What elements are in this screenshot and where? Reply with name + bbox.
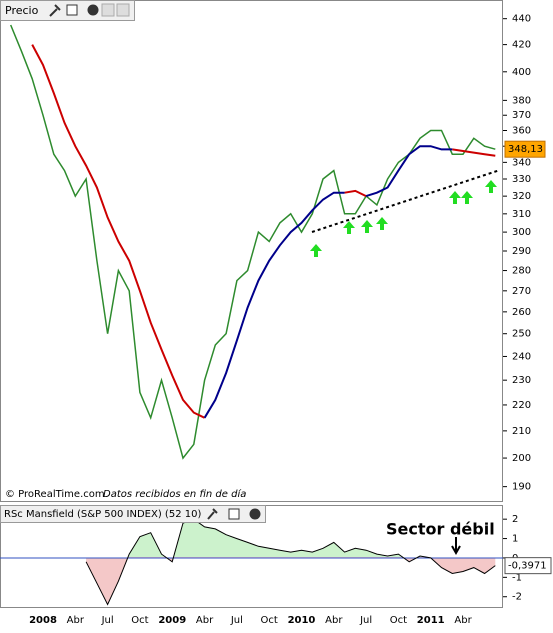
arrow: [461, 191, 473, 204]
y-tick-label: 270: [512, 286, 531, 297]
y-tick-label: 400: [512, 67, 531, 78]
y-tick-label: 210: [512, 426, 531, 437]
moving-average: [203, 145, 453, 419]
y-tick-label: 310: [512, 209, 531, 220]
y-tick-label: 380: [512, 95, 531, 106]
wrench-icon[interactable]: [49, 4, 61, 17]
arrow: [343, 221, 355, 234]
annotation-arrow: [451, 537, 461, 556]
y-tick-label: 360: [512, 126, 531, 137]
rsc-icons[interactable]: [207, 508, 261, 520]
y-tick-label: -1: [512, 572, 522, 583]
y-tick-label: 1: [512, 534, 518, 545]
arrow: [361, 220, 373, 233]
x-tick-label: 2011: [417, 615, 445, 626]
y-tick-label: -2: [512, 592, 522, 603]
price-panel: [0, 0, 503, 502]
x-tick-label: Oct: [261, 615, 278, 626]
y-tick-label: 370: [512, 110, 531, 121]
rsc-title: RSc Mansfield (S&P 500 INDEX) (52 10): [4, 509, 201, 520]
y-tick-label: 330: [512, 174, 531, 185]
rsc-area-above: [128, 519, 426, 557]
support-arrows: [310, 180, 497, 257]
x-tick-label: Abr: [196, 615, 214, 626]
up-icon[interactable]: [101, 3, 115, 17]
x-tick-label: Jul: [359, 615, 372, 626]
y-tick-label: 230: [512, 375, 531, 386]
down-icon[interactable]: [116, 3, 130, 17]
x-tick-label: Oct: [131, 615, 148, 626]
wrench-icon[interactable]: [207, 508, 218, 520]
y-tick-label: 260: [512, 307, 531, 318]
arrow: [310, 244, 322, 257]
trendline: [311, 169, 501, 233]
y-tick-label: 320: [512, 191, 531, 202]
x-tick-label: Jul: [230, 615, 243, 626]
arrow: [485, 180, 497, 193]
y-tick-label: 240: [512, 351, 531, 362]
y-tick-label: 280: [512, 266, 531, 277]
y-tick-label: 200: [512, 453, 531, 464]
y-tick-label: 340: [512, 157, 531, 168]
rsc-line: [85, 518, 496, 606]
y-tick-label: 220: [512, 400, 531, 411]
last-value-label: -0,3971: [508, 561, 547, 572]
y-tick-label: 300: [512, 227, 531, 238]
x-tick-label: Abr: [454, 615, 472, 626]
close-icon[interactable]: [249, 508, 261, 520]
last-value-box: [504, 557, 552, 575]
price-title: Precio: [5, 4, 39, 17]
x-tick-label: 2008: [29, 615, 57, 626]
x-tick-label: Abr: [325, 615, 343, 626]
toolbar-icons[interactable]: [49, 3, 130, 17]
close-icon[interactable]: [87, 4, 99, 16]
x-tick-label: 2010: [288, 615, 316, 626]
rsc-toolbar: [0, 505, 266, 523]
annotation: Sector débil: [386, 520, 495, 539]
window-icon[interactable]: [228, 508, 240, 520]
y-tick-label: 290: [512, 246, 531, 257]
y-tick-label: 250: [512, 329, 531, 340]
last-value-label: 348,13: [508, 144, 543, 155]
data-note: Datos recibidos en fin de día: [103, 488, 246, 500]
x-tick-label: Oct: [390, 615, 407, 626]
arrow: [449, 191, 461, 204]
moving-average: [31, 44, 496, 419]
rsc-area-below: [86, 557, 496, 605]
window-icon[interactable]: [66, 4, 78, 16]
copyright: © ProRealTime.com: [5, 489, 105, 500]
y-tick-label: 420: [512, 40, 531, 51]
y-tick-label: 2: [512, 514, 518, 525]
x-tick-label: Abr: [67, 615, 85, 626]
arrow: [376, 217, 388, 230]
y-tick-label: 190: [512, 482, 531, 493]
x-tick-label: 2009: [158, 615, 186, 626]
price-line: [10, 24, 496, 460]
last-value-box: [504, 140, 546, 158]
x-tick-label: Jul: [101, 615, 114, 626]
y-tick-label: 440: [512, 14, 531, 25]
